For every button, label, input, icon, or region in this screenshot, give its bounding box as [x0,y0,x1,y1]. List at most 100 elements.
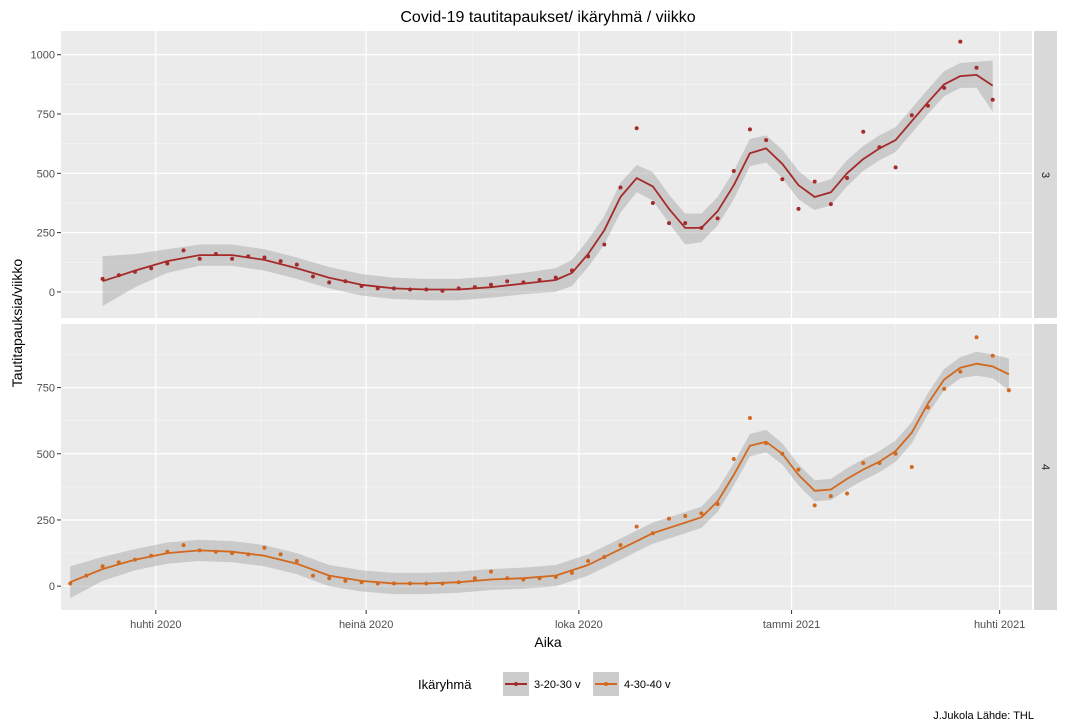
chart-title: Covid-19 tautitapaukset/ ikäryhmä / viik… [400,9,695,26]
data-point [181,248,186,253]
legend-key-point [604,682,608,686]
data-point [424,581,429,586]
data-point [213,251,218,256]
data-point [618,543,623,548]
data-point [213,549,218,554]
data-point [359,283,364,288]
data-point [521,280,526,285]
data-point [925,405,930,410]
data-point [294,262,299,267]
x-axis-title: Aika [534,634,561,650]
data-point [812,503,817,508]
data-point [699,225,704,230]
legend-title: Ikäryhmä [418,677,472,692]
data-point [327,280,332,285]
data-point [472,576,477,581]
data-point [489,569,494,574]
data-point [278,552,283,557]
data-point [812,179,817,184]
data-point [958,39,963,44]
data-point [650,200,655,205]
data-point [521,577,526,582]
data-point [861,129,866,134]
data-point [974,335,979,340]
data-point [391,581,396,586]
data-point [310,274,315,279]
data-point [683,221,688,226]
data-point [505,576,510,581]
data-point [327,576,332,581]
data-point [553,275,558,280]
data-point [602,555,607,560]
data-point [456,580,461,585]
data-point [440,581,445,586]
data-point [796,206,801,211]
panel-4: 0 250 500 750 4 [37,324,1057,610]
x-tick-label: tammi 2021 [763,619,820,631]
data-point [375,286,380,291]
data-point [537,576,542,581]
data-point [586,559,591,564]
data-point [747,416,752,421]
data-point [149,266,154,271]
data-point [537,278,542,283]
data-point [699,511,704,516]
data-point [828,494,833,499]
data-point [489,282,494,287]
y-tick-label: 500 [37,449,55,461]
data-point [343,578,348,583]
x-tick-label: loka 2020 [555,619,603,631]
y-tick-label: 250 [37,515,55,527]
legend-label: 3-20-30 v [534,679,581,691]
data-points [100,39,995,293]
data-point [909,113,914,118]
data-point [100,276,105,281]
series-line [69,362,1010,585]
y-axis-ticks: 0 250 500 750 1000 [31,50,61,299]
data-point [650,531,655,536]
data-point [942,85,947,90]
data-point [149,553,154,558]
data-point [197,256,202,261]
data-point [747,127,752,132]
data-point [391,286,396,291]
data-point [780,451,785,456]
data-point [132,269,137,274]
caption: J.Jukola Lähde: THL [933,710,1034,722]
data-point [343,279,348,284]
data-point [424,287,429,292]
data-point [958,369,963,374]
data-point [116,560,121,565]
data-point [667,221,672,226]
data-point [359,580,364,585]
data-point [990,97,995,102]
smooth-line [102,74,994,291]
data-point [731,168,736,173]
data-point [262,255,267,260]
data-point [197,548,202,553]
data-point [990,353,995,358]
data-point [553,574,558,579]
data-point [893,451,898,456]
legend-entry-2: 4-30-40 v [593,672,671,696]
smooth-line [69,362,1010,585]
data-point [68,581,73,586]
data-point [246,254,251,259]
data-point [731,457,736,462]
legend-key-point [514,682,518,686]
data-point [230,551,235,556]
data-point [569,570,574,575]
data-point [278,259,283,264]
data-point [634,524,639,529]
data-point [780,177,785,182]
grid-lines [61,324,1032,610]
strip-label: 4 [1039,464,1051,470]
data-point [84,573,89,578]
strip-background [1034,31,1057,318]
data-point [440,288,445,293]
data-point [1006,388,1011,393]
data-point [796,467,801,472]
data-point [634,126,639,131]
data-point [877,461,882,466]
x-axis-ticks: huhti 2020 heinä 2020 loka 2020 tammi 2021 h… [130,610,1025,631]
